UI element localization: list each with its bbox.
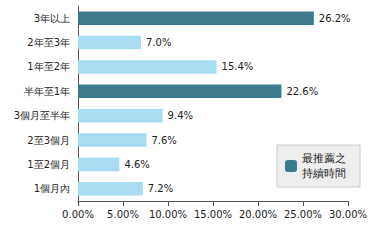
svg-text:7.6%: 7.6% — [151, 135, 176, 146]
svg-text:持續時間: 持續時間 — [302, 167, 346, 180]
svg-text:30.00%: 30.00% — [329, 209, 367, 220]
svg-text:4.6%: 4.6% — [124, 159, 149, 170]
svg-text:9.4%: 9.4% — [168, 110, 193, 121]
svg-text:10.00%: 10.00% — [149, 209, 187, 220]
svg-text:7.0%: 7.0% — [146, 37, 171, 48]
svg-text:7.2%: 7.2% — [148, 183, 173, 194]
svg-text:1年至2年: 1年至2年 — [27, 61, 70, 72]
svg-text:1個月內: 1個月內 — [34, 183, 70, 194]
svg-text:3年以上: 3年以上 — [34, 13, 70, 24]
svg-text:最推薦之: 最推薦之 — [302, 152, 346, 165]
svg-text:2年至3年: 2年至3年 — [27, 37, 70, 48]
svg-text:3個月至半年: 3個月至半年 — [14, 110, 70, 121]
svg-text:26.2%: 26.2% — [319, 13, 351, 24]
svg-text:5.00%: 5.00% — [107, 209, 139, 220]
svg-text:15.4%: 15.4% — [222, 61, 254, 72]
svg-text:0.00%: 0.00% — [62, 209, 94, 220]
svg-text:半年至1年: 半年至1年 — [24, 86, 70, 97]
svg-text:1至2個月: 1至2個月 — [27, 159, 70, 170]
svg-text:15.00%: 15.00% — [194, 209, 232, 220]
svg-text:22.6%: 22.6% — [286, 86, 318, 97]
svg-text:25.00%: 25.00% — [284, 209, 322, 220]
svg-text:20.00%: 20.00% — [239, 209, 277, 220]
svg-text:2至3個月: 2至3個月 — [27, 135, 70, 146]
